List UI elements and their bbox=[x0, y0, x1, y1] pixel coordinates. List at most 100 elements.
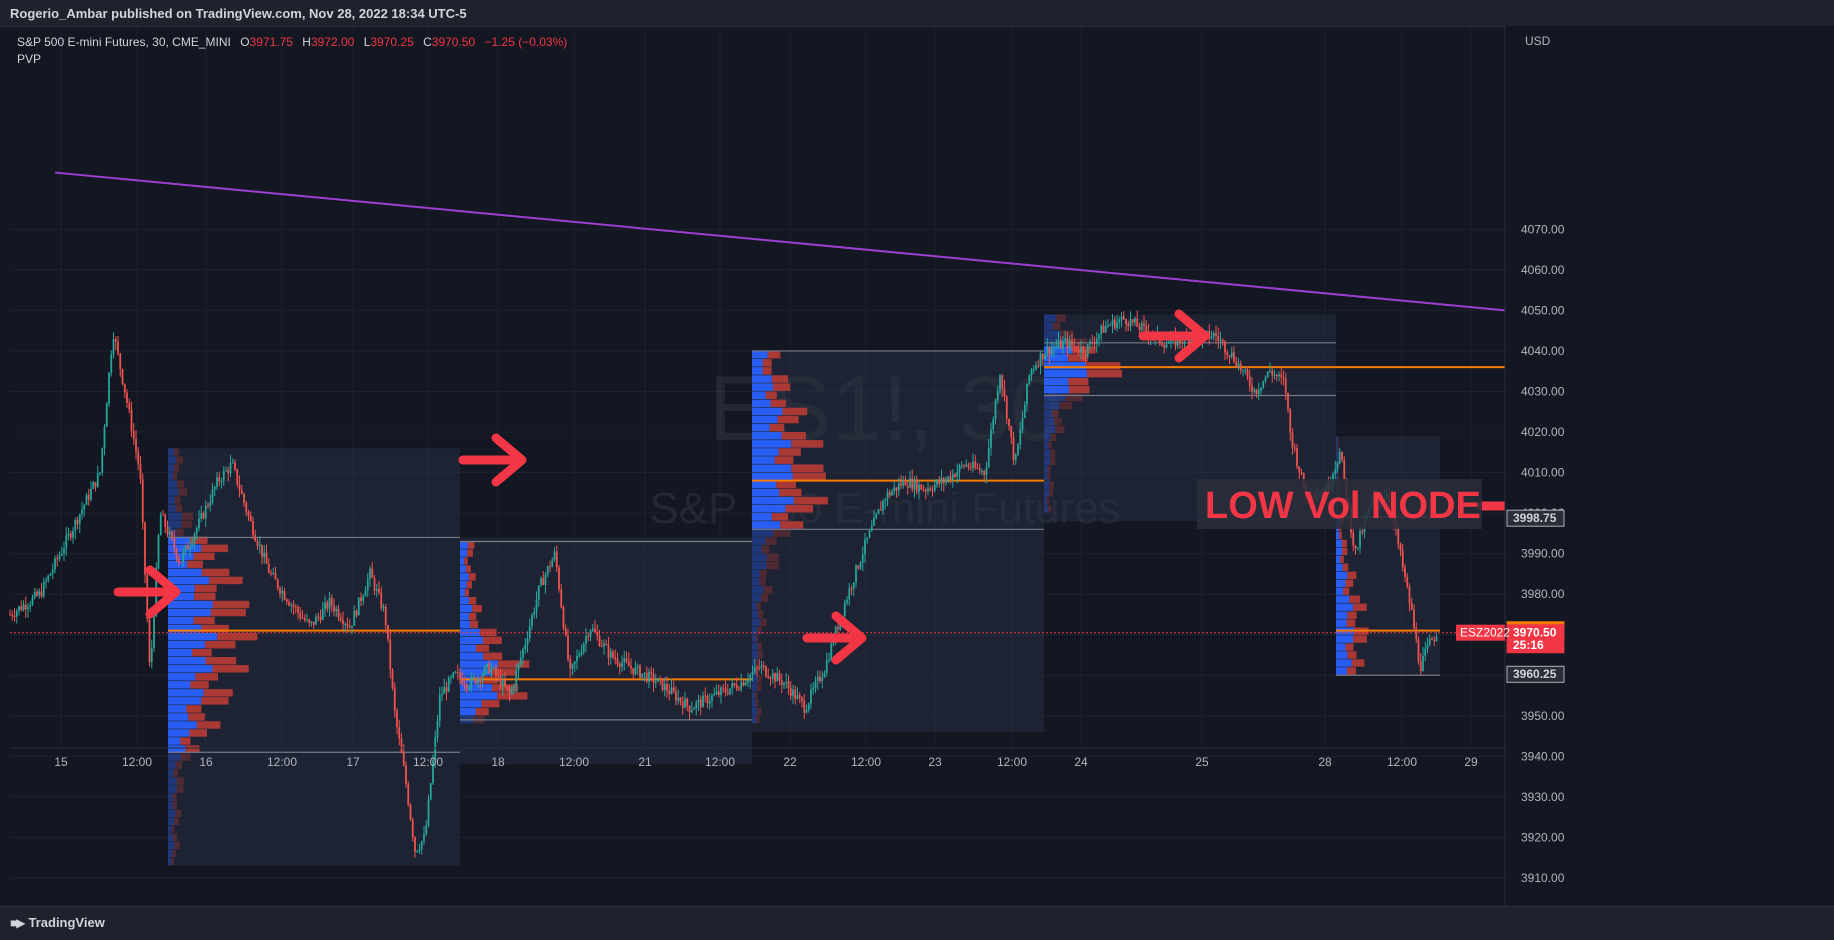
candle-up bbox=[436, 720, 439, 737]
candle-down bbox=[774, 673, 776, 682]
profile-bar-down bbox=[482, 636, 502, 644]
candle-up bbox=[654, 681, 657, 683]
candle-up bbox=[913, 479, 916, 490]
candle-down bbox=[1037, 365, 1040, 367]
candle-up bbox=[1028, 375, 1031, 384]
profile-bar-down bbox=[464, 589, 469, 597]
candle-down bbox=[767, 676, 770, 678]
profile-bar-up bbox=[1336, 531, 1340, 540]
candle-down bbox=[1181, 342, 1184, 344]
candle-up bbox=[753, 667, 756, 673]
candle-up bbox=[783, 682, 785, 686]
candle-down bbox=[618, 663, 621, 667]
candle-up bbox=[198, 518, 200, 528]
profile-bar-down bbox=[201, 697, 229, 705]
candle-down bbox=[1246, 369, 1249, 377]
candle-down bbox=[922, 489, 925, 491]
profile-bar-down bbox=[481, 700, 500, 708]
candle-up bbox=[1230, 352, 1233, 357]
profile-bar-down bbox=[172, 472, 177, 480]
candle-up bbox=[1021, 417, 1024, 430]
profile-bar-up bbox=[168, 640, 206, 649]
profile-bar-up bbox=[168, 520, 182, 528]
candle-down bbox=[1235, 361, 1238, 367]
price-badge-bg bbox=[1506, 665, 1565, 683]
profile-bar-down bbox=[467, 541, 475, 549]
tradingview-icon: ■▶ bbox=[10, 916, 26, 930]
candle-down bbox=[1073, 345, 1076, 347]
candle-up bbox=[1032, 368, 1035, 370]
candle-up bbox=[432, 760, 434, 784]
candle-up bbox=[830, 643, 833, 660]
candle-down bbox=[780, 680, 783, 686]
profile-bar-up bbox=[1044, 473, 1048, 481]
profile-bar-up bbox=[1336, 659, 1352, 667]
candle-down bbox=[123, 383, 126, 393]
profile-bar-up bbox=[752, 432, 782, 440]
candle-down bbox=[270, 572, 272, 574]
profile-bar-down bbox=[176, 528, 184, 536]
x-tick-label: 12:00 bbox=[559, 755, 589, 769]
candle-down bbox=[391, 669, 394, 688]
candle-down bbox=[337, 608, 340, 618]
candle-down bbox=[837, 627, 839, 630]
profile-bar-up bbox=[752, 553, 767, 562]
candle-down bbox=[177, 558, 180, 562]
candle-up bbox=[771, 673, 774, 679]
candle-up bbox=[711, 695, 713, 701]
profile-bar-down bbox=[769, 423, 785, 432]
candle-down bbox=[1215, 333, 1217, 336]
x-tick-label: 28 bbox=[1318, 755, 1332, 769]
candle-up bbox=[693, 708, 695, 710]
profile-bar-up bbox=[168, 801, 173, 809]
legend-high: 3972.00 bbox=[310, 35, 355, 49]
currency-label: USD bbox=[1525, 34, 1551, 48]
candle-up bbox=[875, 514, 878, 518]
candle-down bbox=[1001, 375, 1004, 389]
candle-up bbox=[54, 558, 56, 570]
candle-up bbox=[702, 695, 704, 708]
x-tick-label: 12:00 bbox=[413, 755, 443, 769]
profile-bar-down bbox=[755, 659, 759, 667]
candle-up bbox=[582, 643, 585, 653]
candle-down bbox=[312, 621, 315, 625]
candle-up bbox=[1064, 338, 1067, 342]
candle-up bbox=[1111, 319, 1114, 326]
candle-up bbox=[357, 597, 360, 616]
candle-up bbox=[868, 530, 871, 538]
legend-indicator[interactable]: PVP bbox=[17, 52, 42, 66]
candle-up bbox=[18, 606, 20, 611]
profile-bar-down bbox=[1349, 595, 1360, 603]
profile-bar-down bbox=[171, 825, 175, 834]
candle-down bbox=[1127, 324, 1130, 327]
profile-bar-down bbox=[1345, 643, 1354, 651]
profile-bar-up bbox=[168, 584, 195, 593]
candle-up bbox=[945, 479, 947, 483]
candle-down bbox=[1136, 318, 1139, 327]
candle-down bbox=[20, 606, 23, 611]
candle-up bbox=[472, 677, 475, 679]
candle-up bbox=[897, 483, 900, 491]
candle-down bbox=[931, 489, 934, 491]
candle-down bbox=[1397, 528, 1400, 545]
candle-down bbox=[614, 657, 617, 660]
candle-down bbox=[722, 687, 725, 689]
candle-down bbox=[135, 438, 137, 452]
candle-up bbox=[31, 597, 34, 605]
candle-down bbox=[40, 591, 43, 597]
candle-up bbox=[690, 709, 693, 713]
candle-down bbox=[479, 678, 482, 682]
legend: S&P 500 E-mini Futures, 30, CME_MINI O39… bbox=[17, 34, 567, 68]
publish-info: Rogerio_Ambar published on TradingView.c… bbox=[10, 6, 467, 21]
candle-up bbox=[470, 677, 473, 688]
candle-up bbox=[321, 608, 324, 620]
candle-up bbox=[927, 488, 929, 492]
candle-down bbox=[402, 753, 405, 766]
candle-up bbox=[846, 599, 848, 603]
candle-up bbox=[751, 672, 754, 675]
candle-down bbox=[616, 659, 619, 664]
profile-bar-down bbox=[1351, 659, 1365, 667]
candle-up bbox=[1266, 371, 1269, 378]
tradingview-logo[interactable]: ■▶ TradingView bbox=[10, 915, 105, 930]
